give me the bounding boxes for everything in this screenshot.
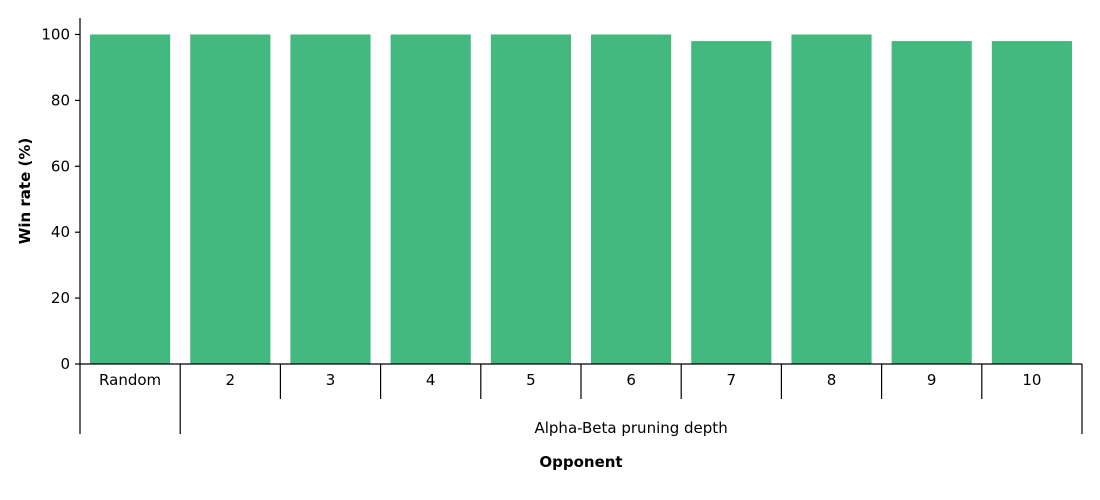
- x-category-label: 8: [827, 371, 837, 389]
- bar-0: [90, 34, 171, 364]
- x-category-label: 3: [326, 371, 336, 389]
- x-category-label: 10: [1022, 371, 1041, 389]
- x-category-label: 9: [927, 371, 937, 389]
- x-category-label: 4: [426, 371, 436, 389]
- bar-1: [190, 34, 271, 364]
- y-tick-label: 60: [51, 157, 70, 175]
- y-tick-label: 100: [41, 25, 70, 43]
- y-tick-label: 40: [51, 223, 70, 241]
- y-tick-label: 20: [51, 289, 70, 307]
- x-category-label: 6: [626, 371, 636, 389]
- y-tick-label: 0: [60, 355, 70, 373]
- x-category-label: 7: [727, 371, 737, 389]
- bar-3: [390, 34, 471, 364]
- y-tick-label: 80: [51, 91, 70, 109]
- bar-8: [891, 41, 972, 365]
- y-ticks-group: 0 20 40 60 80 100: [41, 25, 80, 373]
- bars-group: [90, 34, 1072, 365]
- y-axis-title: Win rate (%): [16, 138, 34, 244]
- bar-6: [691, 41, 772, 365]
- bar-7: [791, 34, 872, 364]
- bar-4: [490, 34, 571, 364]
- x-categories-group: Random 2 3 4 5 6 7 8 9 10: [79, 364, 1083, 434]
- x-category-label: Random: [99, 371, 161, 389]
- bar-5: [591, 34, 672, 364]
- bar-9: [991, 41, 1072, 365]
- group-label: Alpha-Beta pruning depth: [534, 419, 727, 437]
- x-axis-title: Opponent: [539, 453, 622, 471]
- bar-2: [290, 34, 371, 364]
- x-category-label: 2: [226, 371, 236, 389]
- x-category-label: 5: [526, 371, 536, 389]
